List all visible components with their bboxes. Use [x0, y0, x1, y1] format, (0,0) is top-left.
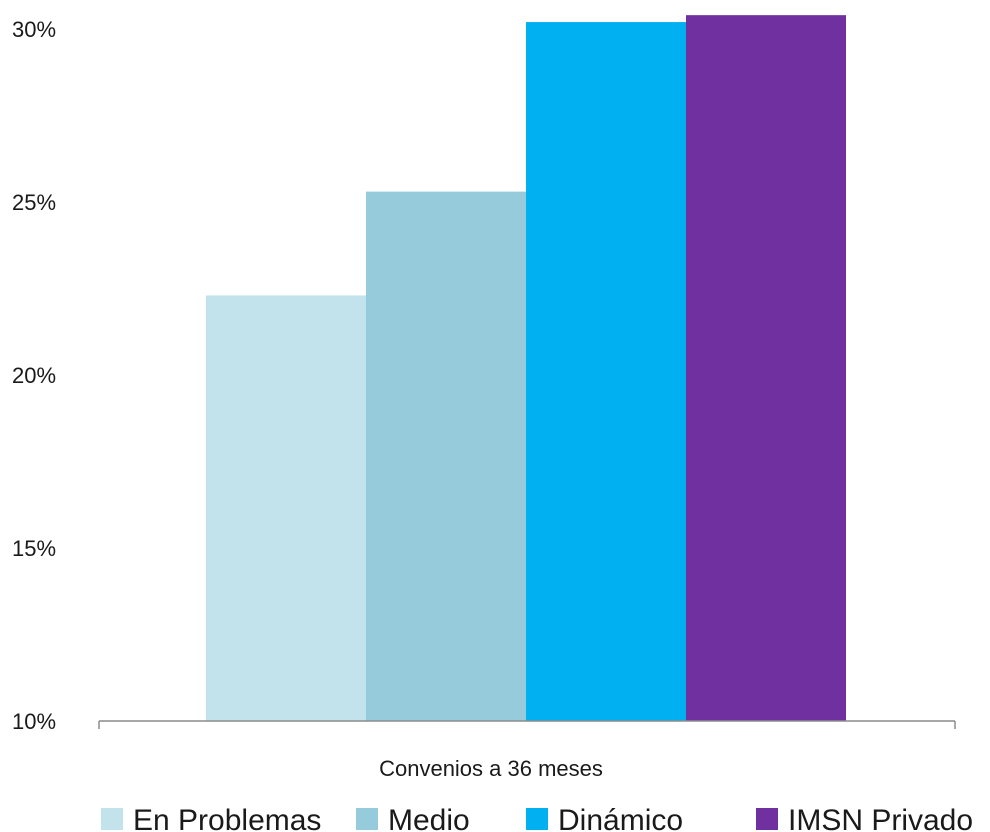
legend-label-medio: Medio — [388, 804, 470, 832]
bar-din-mico — [526, 22, 686, 721]
legend-swatch-din-mico — [526, 808, 548, 830]
y-tick-label: 25% — [12, 190, 56, 215]
legend-swatch-imsn-privado — [756, 808, 778, 830]
legend-swatch-en-problemas — [101, 808, 123, 830]
legend-label-en-problemas: En Problemas — [133, 804, 321, 832]
bar-imsn-privado — [686, 15, 846, 722]
y-tick-label: 15% — [12, 536, 56, 561]
bar-en-problemas — [206, 295, 366, 721]
y-tick-label: 30% — [12, 17, 56, 42]
y-tick-label: 20% — [12, 363, 56, 388]
bar-medio — [366, 191, 526, 721]
legend-swatch-medio — [356, 808, 378, 830]
x-category-label: Convenios a 36 meses — [379, 756, 603, 781]
y-tick-label: 10% — [12, 709, 56, 734]
legend-label-imsn-privado: IMSN Privado — [788, 804, 973, 832]
legend-label-din-mico: Dinámico — [558, 804, 683, 832]
